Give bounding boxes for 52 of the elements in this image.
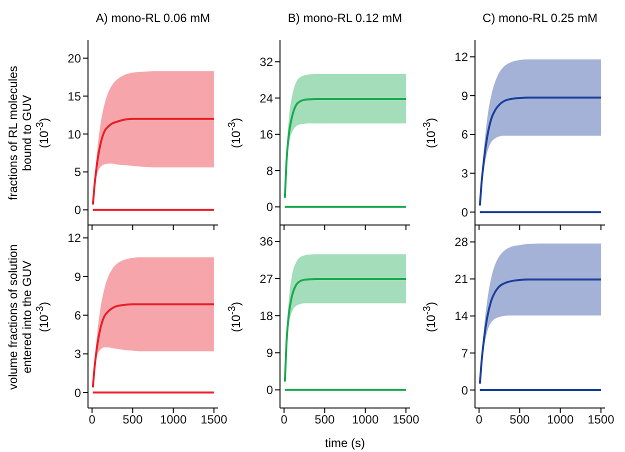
y-tick-label: 0: [266, 383, 274, 398]
line-series: [284, 278, 407, 383]
y-tick-label: 7: [461, 346, 468, 360]
x-tick-label: 1000: [352, 412, 379, 427]
y-tick-label: 9: [266, 346, 274, 360]
x-tick-label: 500: [510, 412, 530, 427]
y-tick-label: 0: [266, 200, 274, 214]
x-tick-label: 1000: [546, 412, 574, 427]
chart-title: B) mono-RL 0.12 mM: [286, 11, 404, 25]
y-tick-label: 12: [68, 231, 82, 246]
line-series: [284, 98, 407, 199]
y-tick-label: 10: [68, 127, 82, 142]
y-tick-label: 6: [74, 308, 82, 322]
y-tick-label: 5: [74, 165, 82, 180]
y-tick-label: 12: [454, 50, 468, 64]
x-tick-label: 0: [280, 412, 288, 427]
y-tick-label: 24: [260, 91, 274, 106]
x-tick-label: 1500: [392, 412, 420, 427]
line-series: [478, 278, 602, 385]
y-tick-label: 3: [74, 347, 82, 362]
chart-title: C) mono-RL 0.25 mM: [482, 11, 598, 25]
y-tick-label: 15: [68, 89, 82, 104]
y-tick-label: 27: [260, 272, 274, 286]
y-tick-label: 6: [461, 128, 468, 142]
y-tick-label: 0: [461, 205, 468, 220]
x-tick-label: 1000: [160, 412, 187, 427]
y-tick-label: 9: [74, 270, 82, 284]
y-tick-label: 9: [461, 88, 468, 103]
x-tick-label: 1500: [200, 412, 228, 427]
y-tick-label: 20: [68, 51, 82, 66]
line-series: [92, 118, 215, 206]
y-tick-label: 3: [461, 166, 468, 181]
x-tick-label: 500: [314, 412, 336, 427]
y-tick-label: 18: [260, 308, 274, 323]
y-tick-label: 8: [266, 164, 274, 178]
x-axis-title: time (s): [324, 436, 366, 450]
line-series: [92, 303, 215, 388]
y-tick-label: 14: [454, 309, 468, 324]
x-tick-label: 0: [88, 412, 96, 427]
y-tick-label: 32: [260, 55, 274, 70]
y-tick-label: 28: [454, 235, 468, 250]
y-tick-label: 0: [74, 203, 82, 218]
x-tick-label: 0: [476, 412, 483, 427]
y-tick-label: 16: [260, 128, 274, 142]
chart-title: A) mono-RL 0.06 mM: [94, 11, 212, 25]
x-tick-label: 500: [122, 412, 144, 427]
y-tick-label: 0: [74, 386, 82, 400]
line-series: [478, 96, 602, 207]
y-tick-label: 36: [260, 234, 274, 249]
y-tick-label: 21: [454, 272, 468, 286]
y-tick-label: 0: [461, 383, 468, 398]
x-tick-label: 1500: [588, 412, 615, 427]
